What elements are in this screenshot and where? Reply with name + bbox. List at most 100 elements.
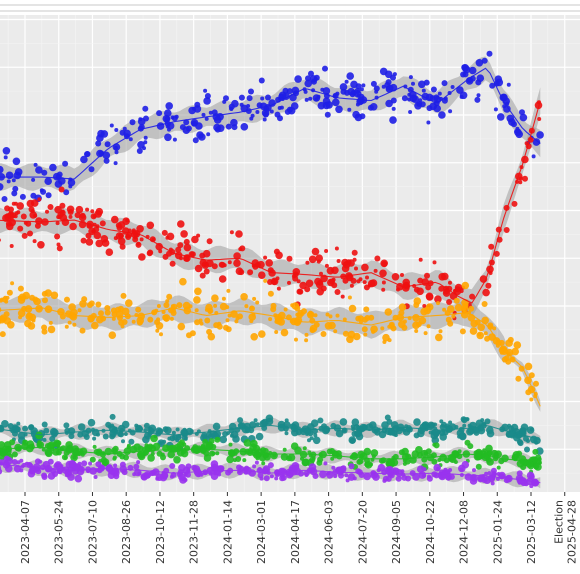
poll-point <box>69 222 77 231</box>
poll-point <box>323 461 328 466</box>
poll-point <box>189 429 194 434</box>
poll-point <box>81 429 89 438</box>
poll-point <box>231 124 238 131</box>
poll-point <box>381 421 389 429</box>
poll-point <box>16 421 21 426</box>
poll-point <box>193 296 201 304</box>
poll-point <box>41 169 48 176</box>
poll-point <box>66 205 75 214</box>
poll-point <box>219 435 228 444</box>
poll-point <box>439 430 446 436</box>
poll-point <box>400 427 405 431</box>
poll-point <box>203 268 210 275</box>
poll-point <box>11 178 16 183</box>
poll-point <box>96 315 104 324</box>
poll-point <box>39 188 44 193</box>
poll-point <box>136 148 143 154</box>
poll-point <box>329 448 335 454</box>
poll-point <box>112 455 117 460</box>
poll-point <box>246 95 253 102</box>
x-tick-label: 2023-04-07 <box>19 500 32 564</box>
poll-point <box>460 71 467 78</box>
poll-point <box>475 463 482 470</box>
poll-point <box>324 111 331 118</box>
poll-point <box>367 279 376 288</box>
poll-point <box>112 445 119 452</box>
poll-point <box>61 454 68 461</box>
x-tick-label: 2023-07-10 <box>87 500 100 564</box>
poll-point <box>225 123 232 130</box>
poll-point <box>91 321 99 330</box>
poll-point <box>305 260 310 265</box>
poll-point <box>6 289 13 296</box>
poll-point <box>114 128 119 132</box>
x-tick-label: 2024-04-17 <box>289 500 302 564</box>
poll-point <box>239 102 244 107</box>
poll-point <box>524 446 530 453</box>
poll-point <box>170 304 175 309</box>
poll-point <box>434 295 442 304</box>
poll-point <box>47 204 54 210</box>
poll-point <box>87 418 96 427</box>
poll-point <box>413 286 420 293</box>
poll-point <box>359 87 364 92</box>
x-tick-label: 2024-03-01 <box>255 500 268 564</box>
poll-point <box>13 214 18 219</box>
poll-point <box>486 429 495 438</box>
poll-point <box>398 303 407 312</box>
poll-point <box>81 296 88 303</box>
poll-point <box>33 297 41 306</box>
poll-point <box>353 90 362 98</box>
poll-point <box>5 171 14 180</box>
poll-point <box>77 308 82 313</box>
poll-point <box>111 316 116 321</box>
poll-point <box>497 113 505 121</box>
poll-point <box>162 314 171 322</box>
x-tick-label: 2024-01-14 <box>221 500 234 564</box>
poll-point <box>114 150 119 155</box>
poll-point <box>251 312 256 317</box>
poll-point <box>369 462 373 467</box>
poll-point <box>461 64 470 72</box>
poll-point <box>17 285 24 292</box>
poll-point <box>169 316 174 321</box>
poll-point <box>475 59 484 67</box>
poll-point <box>348 463 355 470</box>
poll-point <box>408 75 413 80</box>
poll-point <box>137 426 144 432</box>
poll-point <box>199 321 204 326</box>
poll-point <box>348 304 357 313</box>
poll-point <box>17 225 24 232</box>
poll-point <box>274 111 281 118</box>
poll-point <box>237 417 244 424</box>
poll-point <box>147 316 154 323</box>
poll-point <box>12 185 19 192</box>
poll-point <box>400 273 404 277</box>
poll-point <box>424 272 430 279</box>
poll-point <box>357 450 365 459</box>
poll-point <box>75 205 84 214</box>
poll-point <box>194 264 203 273</box>
poll-point <box>420 307 428 316</box>
poll-point <box>142 105 149 112</box>
poll-point <box>26 199 35 208</box>
poll-point <box>166 232 175 241</box>
poll-point <box>173 456 181 464</box>
poll-point <box>511 121 517 128</box>
poll-point <box>267 462 274 469</box>
poll-point <box>85 238 94 246</box>
poll-point <box>103 157 110 164</box>
poll-point <box>349 283 354 288</box>
poll-point <box>90 312 97 319</box>
poll-point <box>316 94 321 99</box>
poll-point <box>191 235 199 244</box>
poll-point <box>290 102 299 110</box>
poll-point <box>0 238 1 242</box>
poll-point <box>300 311 305 316</box>
poll-point <box>448 420 453 425</box>
poll-point <box>142 146 146 151</box>
poll-point <box>474 96 481 103</box>
poll-point <box>56 462 61 467</box>
poll-point <box>356 279 361 284</box>
poll-point <box>19 458 24 463</box>
